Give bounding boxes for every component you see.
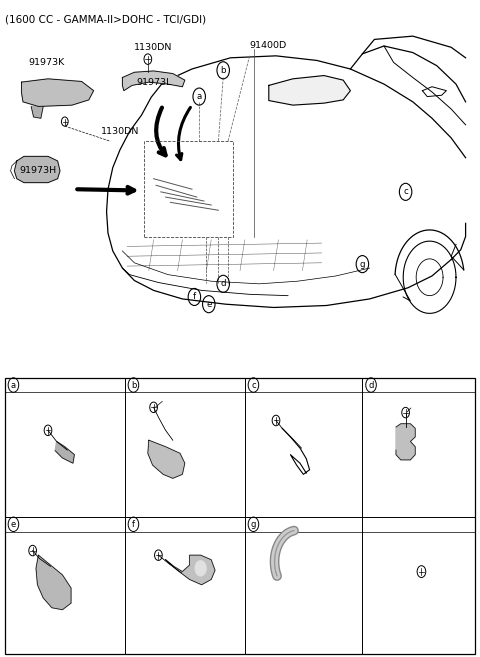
Text: 91932S: 91932S — [47, 523, 79, 532]
Text: f: f — [132, 520, 135, 529]
Text: g: g — [360, 260, 365, 269]
Text: c: c — [251, 380, 256, 390]
Text: (1600 CC - GAMMA-II>DOHC - TCI/GDI): (1600 CC - GAMMA-II>DOHC - TCI/GDI) — [5, 14, 206, 24]
Polygon shape — [22, 79, 94, 106]
Polygon shape — [269, 76, 350, 105]
Text: 21516A: 21516A — [33, 415, 65, 424]
Text: d: d — [368, 380, 374, 390]
Text: 11403B: 11403B — [398, 531, 431, 540]
Polygon shape — [396, 424, 415, 460]
Text: 91973H: 91973H — [19, 166, 56, 175]
Text: 1141AC: 1141AC — [257, 396, 289, 405]
Text: 1125DA: 1125DA — [398, 521, 432, 530]
Text: 91234A: 91234A — [410, 403, 443, 412]
Bar — [144, 141, 233, 237]
Polygon shape — [166, 555, 215, 585]
Text: 91234A: 91234A — [15, 532, 48, 541]
Text: 1130DN: 1130DN — [134, 43, 173, 52]
Bar — [5, 378, 475, 654]
Text: a: a — [11, 380, 16, 390]
Polygon shape — [122, 71, 185, 91]
Text: e: e — [11, 520, 16, 529]
Text: d: d — [220, 279, 226, 288]
Text: f: f — [193, 292, 196, 302]
Text: a: a — [197, 92, 202, 101]
Polygon shape — [36, 555, 71, 610]
Text: c: c — [403, 187, 408, 196]
Text: 91400D: 91400D — [250, 41, 287, 51]
Circle shape — [195, 560, 206, 576]
Text: b: b — [220, 66, 226, 75]
Text: 91973L: 91973L — [137, 78, 172, 87]
Text: e: e — [206, 300, 212, 309]
Text: 91932T: 91932T — [174, 524, 205, 533]
Polygon shape — [148, 440, 185, 478]
Text: 91973K: 91973K — [29, 58, 65, 67]
Text: b: b — [131, 380, 136, 390]
Text: 91234A: 91234A — [135, 544, 168, 553]
Polygon shape — [55, 442, 74, 463]
Text: 91234A: 91234A — [162, 396, 194, 405]
Text: 1130DN: 1130DN — [101, 127, 139, 136]
Polygon shape — [14, 156, 60, 183]
Text: g: g — [251, 520, 256, 529]
Polygon shape — [31, 106, 43, 118]
Text: 91973N: 91973N — [263, 513, 296, 522]
